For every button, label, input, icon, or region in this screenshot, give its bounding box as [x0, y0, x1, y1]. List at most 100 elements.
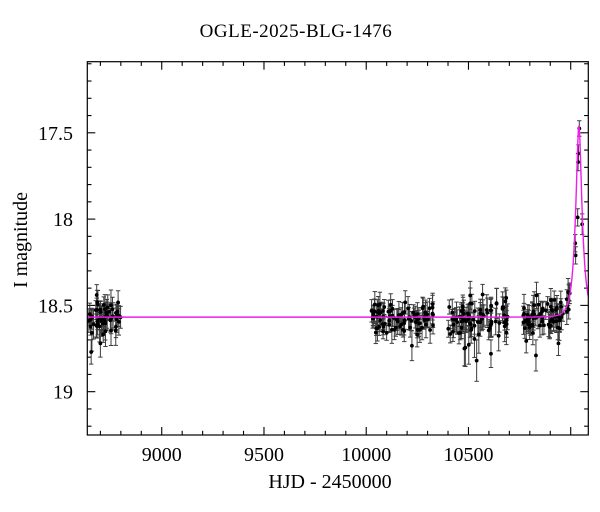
x-tick-label: 10500: [443, 444, 493, 466]
data-point: [369, 308, 374, 313]
data-point: [402, 321, 407, 326]
data-point: [485, 310, 490, 315]
data-point: [388, 302, 393, 307]
data-point: [417, 321, 422, 326]
data-point: [472, 309, 477, 313]
data-point: [451, 329, 455, 334]
data-point: [493, 319, 498, 324]
x-axis-label: HJD - 2450000: [268, 471, 391, 493]
model-curve-layer: [87, 125, 589, 318]
data-point: [534, 293, 539, 298]
data-point: [108, 318, 113, 323]
data-point: [464, 319, 469, 324]
data-point: [101, 302, 106, 307]
data-point: [427, 306, 432, 311]
data-point: [415, 312, 420, 316]
data-point: [420, 325, 424, 330]
data-point: [503, 299, 508, 304]
data-point: [469, 327, 474, 332]
data-point: [523, 318, 528, 323]
data-point: [484, 308, 489, 312]
data-point: [89, 350, 94, 354]
plot-frame: [86, 61, 589, 436]
data-point: [95, 321, 100, 326]
data-point: [538, 323, 542, 328]
error-bars-layer: [86, 120, 585, 382]
data-point: [564, 309, 569, 314]
data-point: [98, 307, 103, 312]
data-point: [461, 308, 465, 312]
data-point: [428, 328, 433, 332]
data-point: [423, 311, 428, 316]
data-point: [558, 300, 563, 305]
data-points-layer: [86, 126, 585, 363]
data-point: [489, 351, 493, 356]
data-point: [115, 309, 120, 314]
data-point: [564, 297, 569, 302]
data-point: [557, 318, 562, 323]
data-point: [455, 320, 460, 324]
data-point: [90, 331, 94, 335]
data-point: [472, 337, 477, 341]
data-point: [459, 325, 464, 330]
data-point: [559, 304, 563, 309]
data-point: [500, 306, 505, 311]
data-point: [468, 293, 473, 298]
data-point: [430, 302, 435, 306]
data-point: [554, 307, 558, 312]
data-point: [478, 311, 483, 316]
data-point: [522, 306, 526, 310]
data-point: [460, 304, 465, 309]
data-point: [468, 301, 473, 306]
data-point: [113, 328, 118, 333]
data-point: [101, 332, 106, 337]
data-point: [478, 308, 483, 312]
data-point: [381, 324, 386, 329]
data-point: [421, 304, 426, 309]
data-point: [534, 353, 538, 358]
data-point: [530, 323, 535, 328]
data-point: [525, 313, 530, 317]
data-point: [524, 339, 529, 343]
data-point: [381, 329, 385, 334]
data-point: [377, 324, 382, 329]
data-point: [378, 318, 383, 323]
data-point: [395, 319, 400, 324]
data-point: [502, 324, 507, 329]
data-point: [532, 303, 537, 308]
data-point: [448, 332, 453, 336]
data-point: [371, 312, 376, 316]
tick-labels: 9000 9500 10000 10500 17.5 18 18.5 19: [38, 123, 493, 466]
data-point: [389, 327, 394, 332]
data-point: [489, 303, 494, 308]
data-point: [103, 321, 108, 326]
data-point: [114, 317, 119, 321]
data-point: [415, 328, 420, 332]
data-point: [87, 312, 92, 317]
data-point: [466, 342, 471, 347]
axis-ticks: [87, 61, 589, 435]
data-point: [488, 323, 493, 328]
data-point: [387, 322, 392, 327]
data-point: [110, 307, 115, 312]
data-point: [376, 303, 381, 308]
data-point: [91, 322, 96, 326]
data-point: [382, 305, 387, 309]
data-point: [430, 305, 435, 310]
model-curve: [87, 125, 589, 318]
data-point: [88, 324, 93, 329]
chart-title: OGLE-2025-BLG-1476: [200, 21, 393, 42]
y-tick-label: 18.5: [38, 295, 73, 317]
data-point: [548, 298, 553, 303]
data-point: [424, 322, 428, 327]
data-point: [459, 319, 464, 324]
data-point: [487, 326, 492, 331]
data-point: [377, 311, 382, 316]
data-point: [373, 330, 378, 335]
data-point: [489, 308, 493, 313]
data-point: [94, 293, 99, 297]
data-point: [415, 332, 420, 337]
data-point: [86, 318, 91, 323]
data-point: [409, 319, 414, 323]
